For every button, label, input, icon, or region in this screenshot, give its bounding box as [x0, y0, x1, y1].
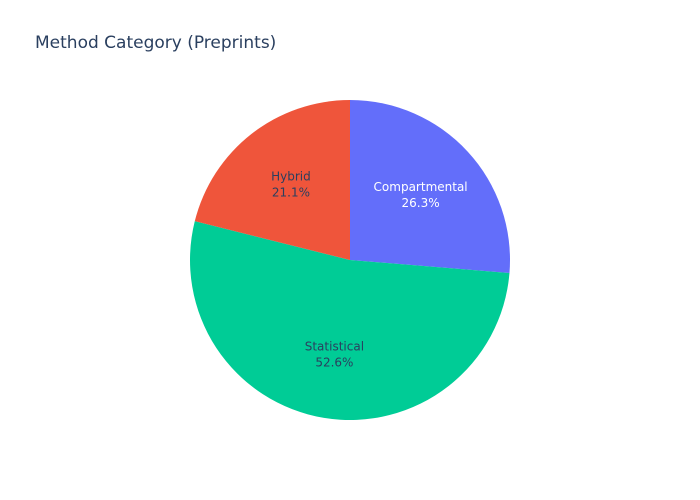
pie-label-category: Compartmental: [374, 180, 468, 194]
pie-label-percent: 52.6%: [315, 356, 353, 370]
pie-slices: [190, 100, 510, 420]
pie-label-category: Hybrid: [271, 169, 311, 183]
pie-labels: Compartmental 26.3% Statistical 52.6% Hybrid…: [271, 169, 468, 369]
pie-label-compartmental: Compartmental 26.3%: [374, 180, 468, 210]
pie-slice-hybrid[interactable]: [194, 100, 350, 260]
pie-slice-statistical[interactable]: [190, 221, 510, 420]
pie-label-statistical: Statistical 52.6%: [305, 340, 364, 370]
pie-label-percent: 26.3%: [402, 196, 440, 210]
pie-label-percent: 21.1%: [272, 185, 310, 199]
pie-label-hybrid: Hybrid 21.1%: [271, 169, 311, 199]
pie-label-category: Statistical: [305, 340, 364, 354]
pie-slice-compartmental[interactable]: [350, 100, 510, 274]
chart-title: Method Category (Preprints): [35, 33, 277, 53]
